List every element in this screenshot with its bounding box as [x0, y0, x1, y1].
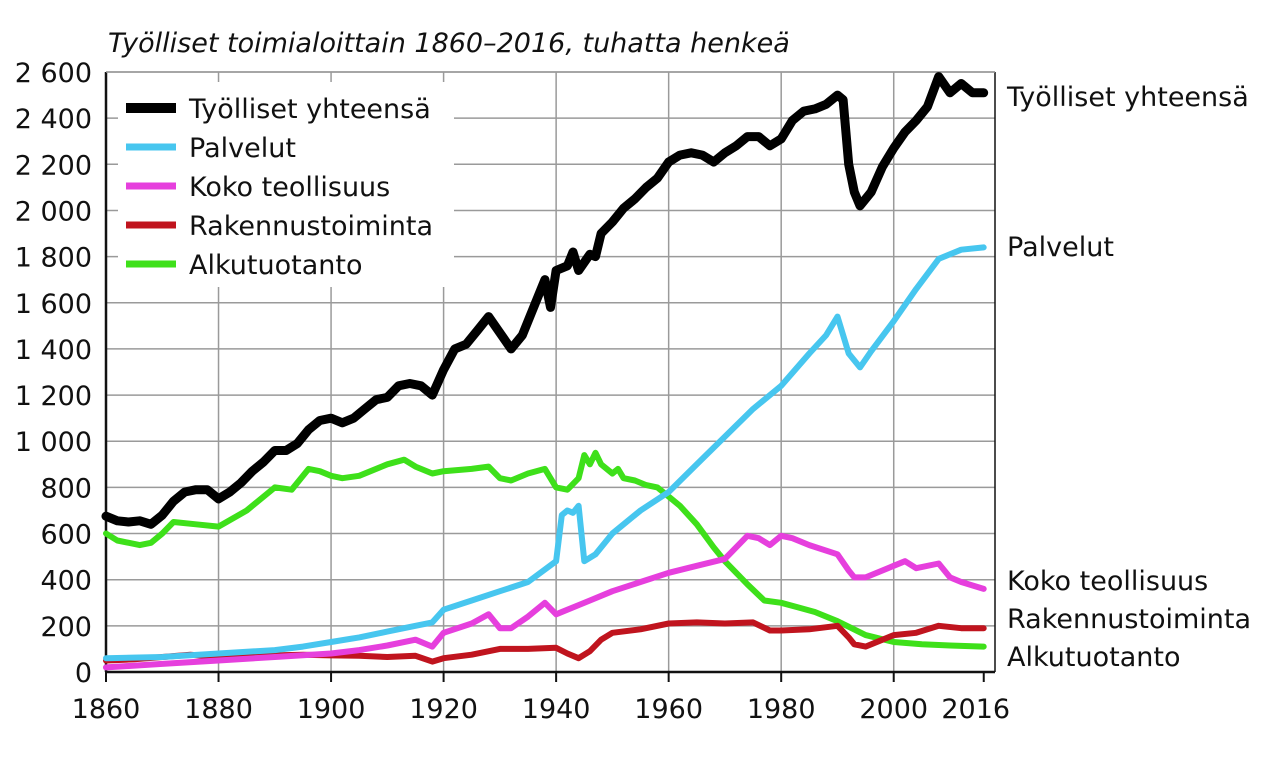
y-tick-label: 2 600	[15, 58, 92, 89]
y-tick-label: 2 000	[15, 196, 92, 227]
legend-label: Työlliset yhteensä	[188, 94, 431, 125]
y-tick-label: 2 400	[15, 104, 92, 135]
series-line-alkutuotanto	[103, 449, 987, 650]
y-tick-label: 400	[40, 566, 92, 597]
x-tick-label: 1940	[522, 694, 591, 725]
legend-label: Alkutuotanto	[189, 250, 362, 281]
x-tick-label: 2000	[859, 694, 928, 725]
end-label: Palvelut	[1007, 232, 1114, 263]
chart-title: Työlliset toimialoittain 1860–2016, tuha…	[108, 28, 790, 59]
axes: 0 200 400 600 800 1 000 1 200 1 400 1 600 1 800 2 …	[15, 58, 1010, 725]
series-line-palvelut	[103, 244, 987, 662]
legend-label: Palvelut	[189, 133, 296, 164]
y-tick-label: 0	[75, 658, 92, 689]
x-tick-label: 1980	[747, 694, 816, 725]
y-tick-label: 1 000	[15, 427, 92, 458]
x-tick-label: 2016	[941, 694, 1010, 725]
legend-label: Rakennustoiminta	[189, 211, 433, 242]
end-label: Koko teollisuus	[1007, 566, 1208, 597]
y-tick-label: 2 200	[15, 150, 92, 181]
y-tick-label: 200	[40, 612, 92, 643]
y-tick-label: 1 200	[15, 381, 92, 412]
legend: Työlliset yhteensä Palvelut Koko teollisuu…	[118, 82, 454, 287]
series-line-koko-teollisuus	[103, 532, 987, 671]
series-line-työlliset-yhteensä	[101, 72, 989, 529]
x-tick-label: 1920	[409, 694, 478, 725]
end-labels: Työlliset yhteensä Palvelut Koko teollisuu…	[1006, 82, 1251, 673]
y-tick-label: 600	[40, 520, 92, 551]
end-label: Rakennustoiminta	[1007, 604, 1251, 635]
y-tick-label: 800	[40, 473, 92, 504]
x-tick-label: 1880	[184, 694, 253, 725]
end-label: Alkutuotanto	[1007, 642, 1180, 673]
series-lines	[101, 72, 989, 671]
legend-label: Koko teollisuus	[189, 172, 390, 203]
x-tick-label: 1900	[297, 694, 366, 725]
end-label: Työlliset yhteensä	[1006, 82, 1249, 113]
y-tick-label: 1 600	[15, 289, 92, 320]
y-tick-label: 1 400	[15, 335, 92, 366]
x-tick-label: 1960	[634, 694, 703, 725]
x-tick-label: 1860	[72, 694, 141, 725]
y-tick-label: 1 800	[15, 243, 92, 274]
